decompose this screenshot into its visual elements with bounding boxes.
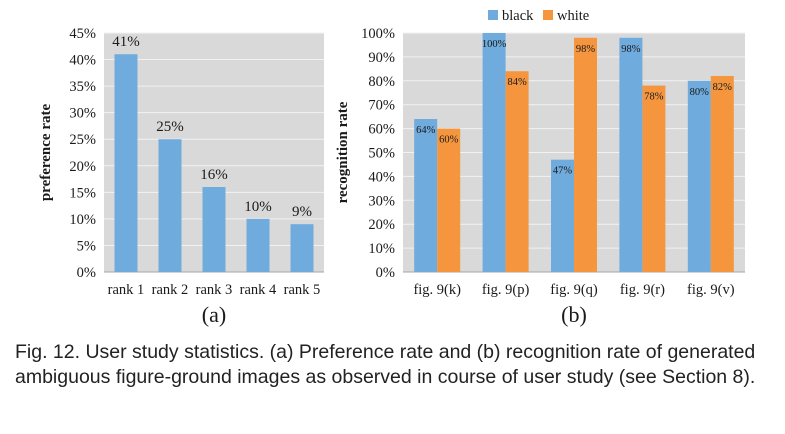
bar [158, 139, 182, 272]
data-label: 98% [576, 44, 596, 55]
data-label: 41% [112, 34, 140, 50]
bar-white [710, 76, 734, 273]
x-tick-label: rank 2 [152, 282, 189, 298]
bar-white [437, 128, 461, 272]
bar-black [414, 119, 438, 272]
y-tick-label: 25% [69, 132, 96, 148]
y-tick-label: 35% [69, 79, 96, 95]
y-tick-label: 0% [77, 265, 96, 281]
bar-white [642, 85, 666, 272]
data-label: 98% [621, 44, 641, 55]
x-tick-label: rank 1 [108, 282, 145, 298]
y-tick-label: 90% [368, 50, 395, 66]
y-tick-label: 5% [77, 238, 96, 254]
figure-caption: Fig. 12. User study statistics. (a) Pref… [15, 341, 756, 388]
chart-b: 0% 10% 20% 30% 40% 50% 60% 70% 80% 90% 100% recogni… [335, 8, 745, 327]
y-tick-label: 100% [361, 26, 395, 42]
panel-label: (a) [202, 302, 226, 327]
bar [114, 54, 138, 272]
x-tick-label: fig. 9(p) [482, 282, 530, 298]
bar-black [551, 159, 574, 272]
data-label: 64% [416, 125, 436, 136]
data-label: 80% [690, 87, 710, 98]
x-tick-label: rank 4 [240, 282, 277, 298]
x-tick-label: fig. 9(v) [687, 282, 735, 298]
y-tick-label: 10% [69, 212, 96, 228]
y-tick-label: 15% [69, 185, 96, 201]
chart-a: 0% 5% 10% 15% 20% 25% 30% 35% 40% 45% preference r… [38, 26, 324, 327]
data-label: 100% [482, 39, 507, 50]
figure: 0% 5% 10% 15% 20% 25% 30% 35% 40% 45% preference r… [38, 8, 745, 327]
data-label: 9% [292, 204, 312, 220]
bar-black [619, 37, 643, 272]
data-label: 10% [244, 199, 272, 215]
y-axis-title: preference rate [38, 104, 54, 202]
bar [202, 187, 226, 272]
y-tick-label: 10% [368, 241, 395, 257]
data-label: 60% [439, 135, 459, 146]
x-tick-label: rank 5 [284, 282, 321, 298]
data-label: 84% [507, 77, 527, 88]
panel-label: (b) [561, 302, 587, 327]
data-label: 82% [713, 82, 733, 93]
y-tick-label: 30% [368, 193, 395, 209]
legend-swatch-white [543, 10, 553, 20]
bar-white [574, 37, 597, 272]
legend-swatch-black [488, 10, 498, 20]
x-tick-label: fig. 9(r) [620, 282, 665, 298]
y-tick-label: 40% [368, 169, 395, 185]
y-tick-label: 0% [376, 265, 395, 281]
bar [246, 218, 270, 272]
y-tick-label: 80% [368, 74, 395, 90]
data-label: 16% [200, 167, 228, 183]
y-tick-label: 45% [69, 26, 96, 42]
legend-label-black: black [502, 8, 534, 24]
data-label: 78% [644, 92, 664, 103]
y-axis-title: recognition rate [335, 101, 351, 203]
y-tick-label: 60% [368, 122, 395, 138]
y-tick-label: 20% [69, 159, 96, 175]
y-tick-label: 40% [69, 53, 96, 69]
y-tick-label: 20% [368, 217, 395, 233]
x-tick-label: rank 3 [196, 282, 233, 298]
y-tick-label: 30% [69, 106, 96, 122]
data-label: 47% [553, 166, 573, 177]
legend-label-white: white [557, 8, 589, 24]
y-tick-label: 50% [368, 146, 395, 162]
bar-black [482, 33, 506, 272]
x-tick-label: fig. 9(k) [413, 282, 461, 298]
y-tick-label: 70% [368, 98, 395, 114]
bar-white [505, 71, 529, 273]
data-label: 25% [156, 119, 184, 135]
bar [290, 224, 314, 272]
bar-black [687, 80, 711, 272]
x-tick-label: fig. 9(q) [550, 282, 598, 298]
